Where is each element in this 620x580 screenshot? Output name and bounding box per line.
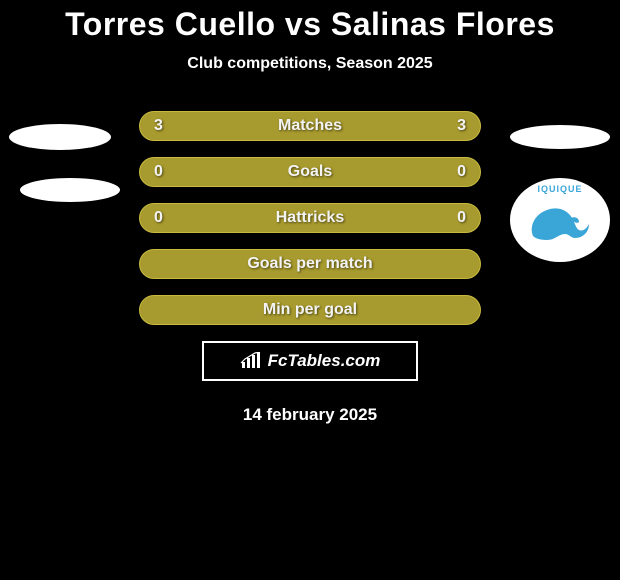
stat-left-value: 0 xyxy=(154,209,163,227)
subtitle: Club competitions, Season 2025 xyxy=(0,55,620,73)
bar-chart-icon xyxy=(240,352,262,370)
stat-row-min-per-goal: Min per goal xyxy=(139,295,481,325)
stat-right-value: 0 xyxy=(457,163,466,181)
stat-right-value: 0 xyxy=(457,209,466,227)
stat-label: Min per goal xyxy=(263,301,357,319)
stat-label: Matches xyxy=(278,117,342,135)
stat-row-goals: 0 Goals 0 xyxy=(139,157,481,187)
date-text: 14 february 2025 xyxy=(0,405,620,425)
stat-label: Goals xyxy=(288,163,332,181)
page-title: Torres Cuello vs Salinas Flores xyxy=(0,0,620,43)
stat-row-goals-per-match: Goals per match xyxy=(139,249,481,279)
stat-left-value: 3 xyxy=(154,117,163,135)
stat-row-hattricks: 0 Hattricks 0 xyxy=(139,203,481,233)
stat-right-value: 3 xyxy=(457,117,466,135)
stat-left-value: 0 xyxy=(154,163,163,181)
stat-row-matches: 3 Matches 3 xyxy=(139,111,481,141)
stats-area: 3 Matches 3 0 Goals 0 0 Hattricks 0 Goal… xyxy=(0,111,620,325)
stat-label: Hattricks xyxy=(276,209,344,227)
stat-label: Goals per match xyxy=(247,255,372,273)
brand-text: FcTables.com xyxy=(268,351,381,371)
fctables-attribution: FcTables.com xyxy=(202,341,418,381)
